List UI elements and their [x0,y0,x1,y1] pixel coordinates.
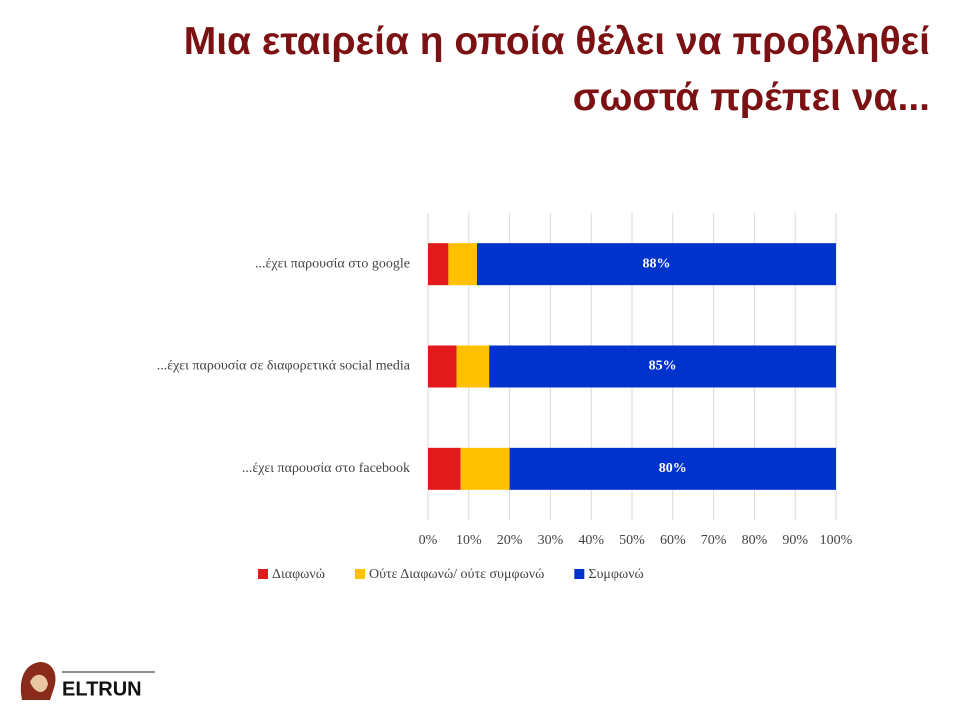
bar-segment [448,243,477,286]
x-tick-label: 100% [820,533,853,548]
y-tick-label: ...έχει παρουσία στο google [255,256,410,271]
legend-swatch [258,569,268,579]
bar-segment [428,447,461,490]
slide-title: Μια εταιρεία η οποία θέλει να προβληθεί … [183,20,930,119]
bar-segment [489,345,836,388]
bar-segment [456,345,490,388]
logo-text: ELTRUN [62,678,142,700]
legend-swatch [354,569,365,579]
data-label: 80% [659,461,687,476]
x-tick-label: 50% [619,533,645,548]
y-tick-label: ...έχει παρουσία στο facebook [242,461,410,476]
bar-segment [509,447,836,490]
bar-segment [476,243,836,286]
logo: ELTRUN [20,662,155,700]
legend-swatch [574,569,585,579]
x-tick-label: 70% [701,533,727,548]
legend-label: Διαφωνώ [272,567,325,582]
x-tick-label: 30% [538,533,564,548]
x-tick-label: 60% [660,533,686,548]
x-tick-label: 10% [456,533,482,548]
data-label: 85% [649,359,677,374]
x-tick-label: 90% [782,533,808,548]
data-label: 88% [642,256,670,271]
legend-label: Ούτε Διαφωνώ/ ούτε συμφωνώ [369,567,544,582]
logo-icon-face [30,674,48,692]
bar-segment [428,243,449,286]
legend-label: Συμφωνώ [588,567,643,582]
y-tick-label: ...έχει παρουσία σε διαφορετικά social m… [157,359,411,374]
bar-segment [460,447,510,490]
x-tick-label: 40% [578,533,604,548]
bar-segment [428,345,457,388]
x-tick-label: 20% [497,533,523,548]
x-tick-label: 0% [419,533,438,548]
x-tick-label: 80% [742,533,768,548]
